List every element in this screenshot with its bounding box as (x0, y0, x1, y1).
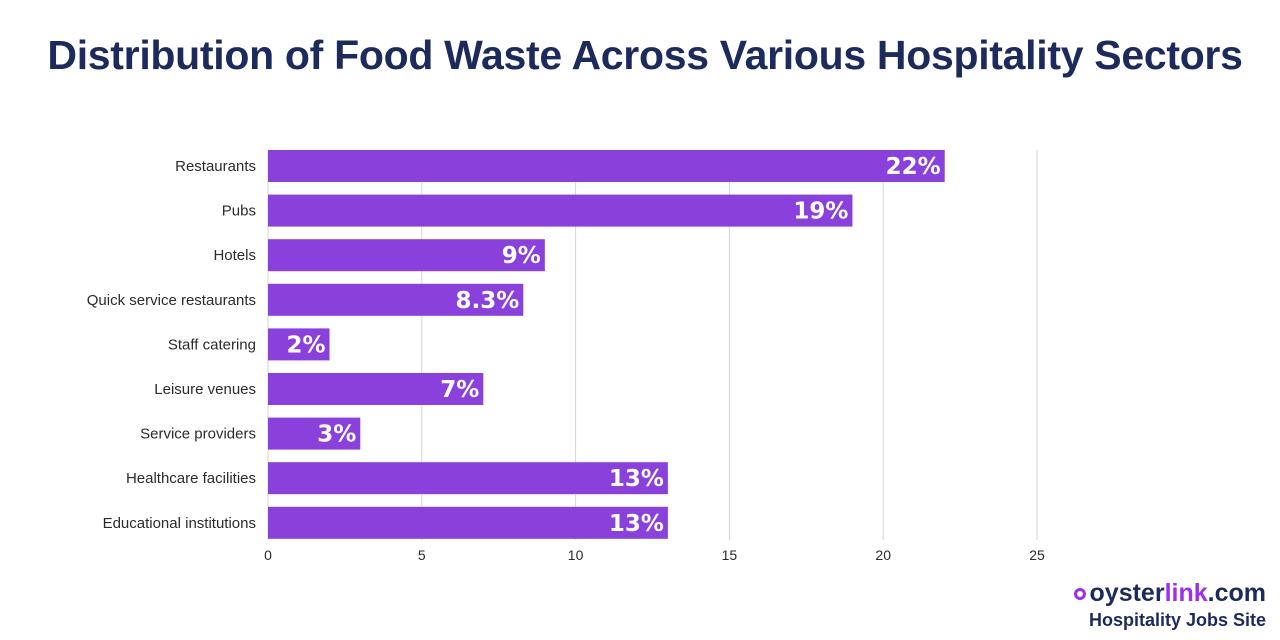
data-label: 2% (286, 332, 325, 358)
data-label: 13% (609, 466, 664, 492)
data-label: 8.3% (456, 288, 520, 314)
data-labels: 22% 19% 9% 8.3% 2% 7% 3% 13% 13% (286, 154, 940, 537)
data-label: 22% (886, 154, 941, 180)
bar (268, 373, 484, 405)
bar (268, 506, 668, 539)
oysterlink-logo-icon (1073, 588, 1086, 600)
category-labels: Restaurants Pubs Hotels Quick service resta… (87, 158, 256, 532)
category-label: Leisure venues (154, 381, 256, 398)
bar (268, 150, 945, 182)
chart-title: Distribution of Food Waste Across Variou… (47, 32, 1243, 78)
category-label: Service providers (140, 426, 256, 443)
x-tick-label: 25 (1029, 547, 1045, 563)
category-label: Pubs (222, 203, 256, 220)
category-label: Educational institutions (103, 515, 256, 532)
bar (268, 417, 361, 450)
x-tick-label: 15 (722, 547, 738, 563)
data-label: 9% (502, 243, 541, 269)
bar (268, 194, 853, 227)
bar (268, 462, 668, 495)
bar (268, 328, 330, 361)
x-tick-label: 0 (264, 547, 272, 563)
x-tick-label: 20 (875, 547, 891, 563)
bars (268, 150, 945, 539)
brand-name-domain: .com (1207, 579, 1266, 607)
category-label: Healthcare facilities (126, 470, 256, 487)
category-label: Quick service restaurants (87, 292, 256, 309)
x-tick-label: 5 (418, 547, 426, 563)
data-label: 3% (317, 422, 356, 448)
brand-tagline: Hospitality Jobs Site (1088, 610, 1266, 630)
brand-wordmark: oysterlink.com (1073, 579, 1266, 607)
x-tick-label: 10 (568, 547, 584, 563)
data-label: 13% (609, 511, 664, 537)
category-label: Staff catering (168, 336, 256, 353)
category-label: Hotels (213, 247, 256, 264)
bar (268, 239, 545, 272)
brand-logo: oysterlink.com Hospitality Jobs Site (1073, 579, 1266, 631)
brand-name-link: link (1164, 579, 1208, 607)
data-label: 7% (440, 377, 479, 403)
data-label: 19% (793, 199, 848, 225)
x-axis-ticks: 0 5 10 15 20 25 (264, 547, 1045, 563)
bar (268, 283, 524, 316)
category-label: Restaurants (175, 158, 256, 175)
brand-name-oyster: oyster (1089, 579, 1165, 607)
